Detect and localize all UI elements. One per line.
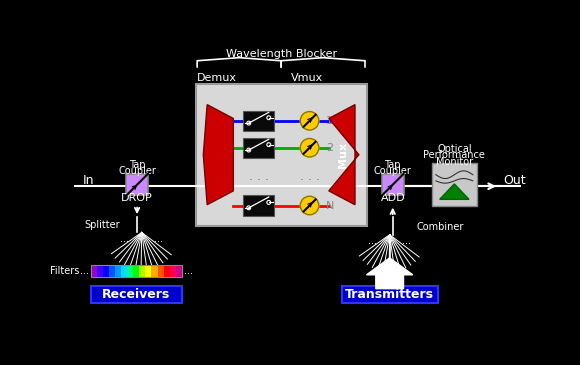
Bar	[342, 287, 438, 303]
Bar	[382, 174, 404, 196]
Text: ...: ...	[120, 234, 129, 243]
Text: Coupler: Coupler	[118, 166, 156, 176]
Text: Wavelength Blocker: Wavelength Blocker	[226, 49, 336, 59]
Text: Monitor: Monitor	[436, 157, 473, 166]
Bar	[244, 111, 274, 131]
Text: Transmitters: Transmitters	[345, 288, 434, 301]
Text: . . .: . . .	[299, 170, 320, 183]
Text: 2: 2	[326, 143, 333, 153]
Bar	[91, 265, 182, 277]
Text: Demux: Demux	[197, 73, 237, 83]
Bar	[91, 287, 182, 303]
Bar	[133, 265, 140, 277]
Bar	[115, 265, 122, 277]
Bar	[169, 265, 176, 277]
Text: Coupler: Coupler	[374, 166, 412, 176]
Text: In: In	[83, 174, 95, 187]
Text: Mux: Mux	[339, 142, 349, 168]
Text: Receivers: Receivers	[102, 288, 171, 301]
Text: Demux: Demux	[213, 133, 224, 176]
Text: Splitter: Splitter	[85, 220, 120, 230]
Circle shape	[300, 138, 319, 157]
Bar	[244, 138, 274, 158]
Text: Performance: Performance	[423, 150, 485, 161]
Text: ...: ...	[368, 236, 377, 246]
Polygon shape	[329, 105, 359, 205]
Circle shape	[300, 112, 319, 130]
Polygon shape	[440, 184, 469, 199]
Bar	[158, 265, 164, 277]
Circle shape	[300, 196, 319, 215]
Bar	[103, 265, 110, 277]
Text: ADD: ADD	[380, 193, 405, 203]
Bar	[126, 174, 148, 196]
Bar	[146, 265, 152, 277]
Text: DROP: DROP	[121, 193, 153, 203]
Text: Combiner: Combiner	[416, 222, 464, 232]
Text: Tap: Tap	[385, 160, 401, 170]
Text: Tap: Tap	[129, 160, 146, 170]
Bar	[109, 265, 115, 277]
Bar	[91, 265, 97, 277]
Polygon shape	[204, 105, 233, 205]
Text: . . .: . . .	[249, 170, 269, 183]
Bar	[164, 265, 170, 277]
Text: 1: 1	[326, 116, 333, 126]
Bar	[195, 84, 367, 226]
Text: Optical: Optical	[437, 144, 472, 154]
Text: ...: ...	[79, 266, 89, 276]
Bar	[151, 265, 158, 277]
Text: N: N	[326, 200, 334, 211]
Bar	[432, 163, 477, 205]
Bar	[127, 265, 133, 277]
Text: Filters: Filters	[50, 266, 79, 276]
Bar	[121, 265, 128, 277]
Polygon shape	[367, 258, 413, 289]
Bar	[244, 196, 274, 215]
Text: Vmux: Vmux	[291, 73, 324, 83]
Text: ...: ...	[154, 234, 163, 243]
Bar	[97, 265, 103, 277]
Text: Out: Out	[503, 174, 525, 187]
Text: ...: ...	[402, 236, 411, 246]
Text: ...: ...	[184, 266, 193, 276]
Bar	[139, 265, 146, 277]
Bar	[176, 265, 182, 277]
